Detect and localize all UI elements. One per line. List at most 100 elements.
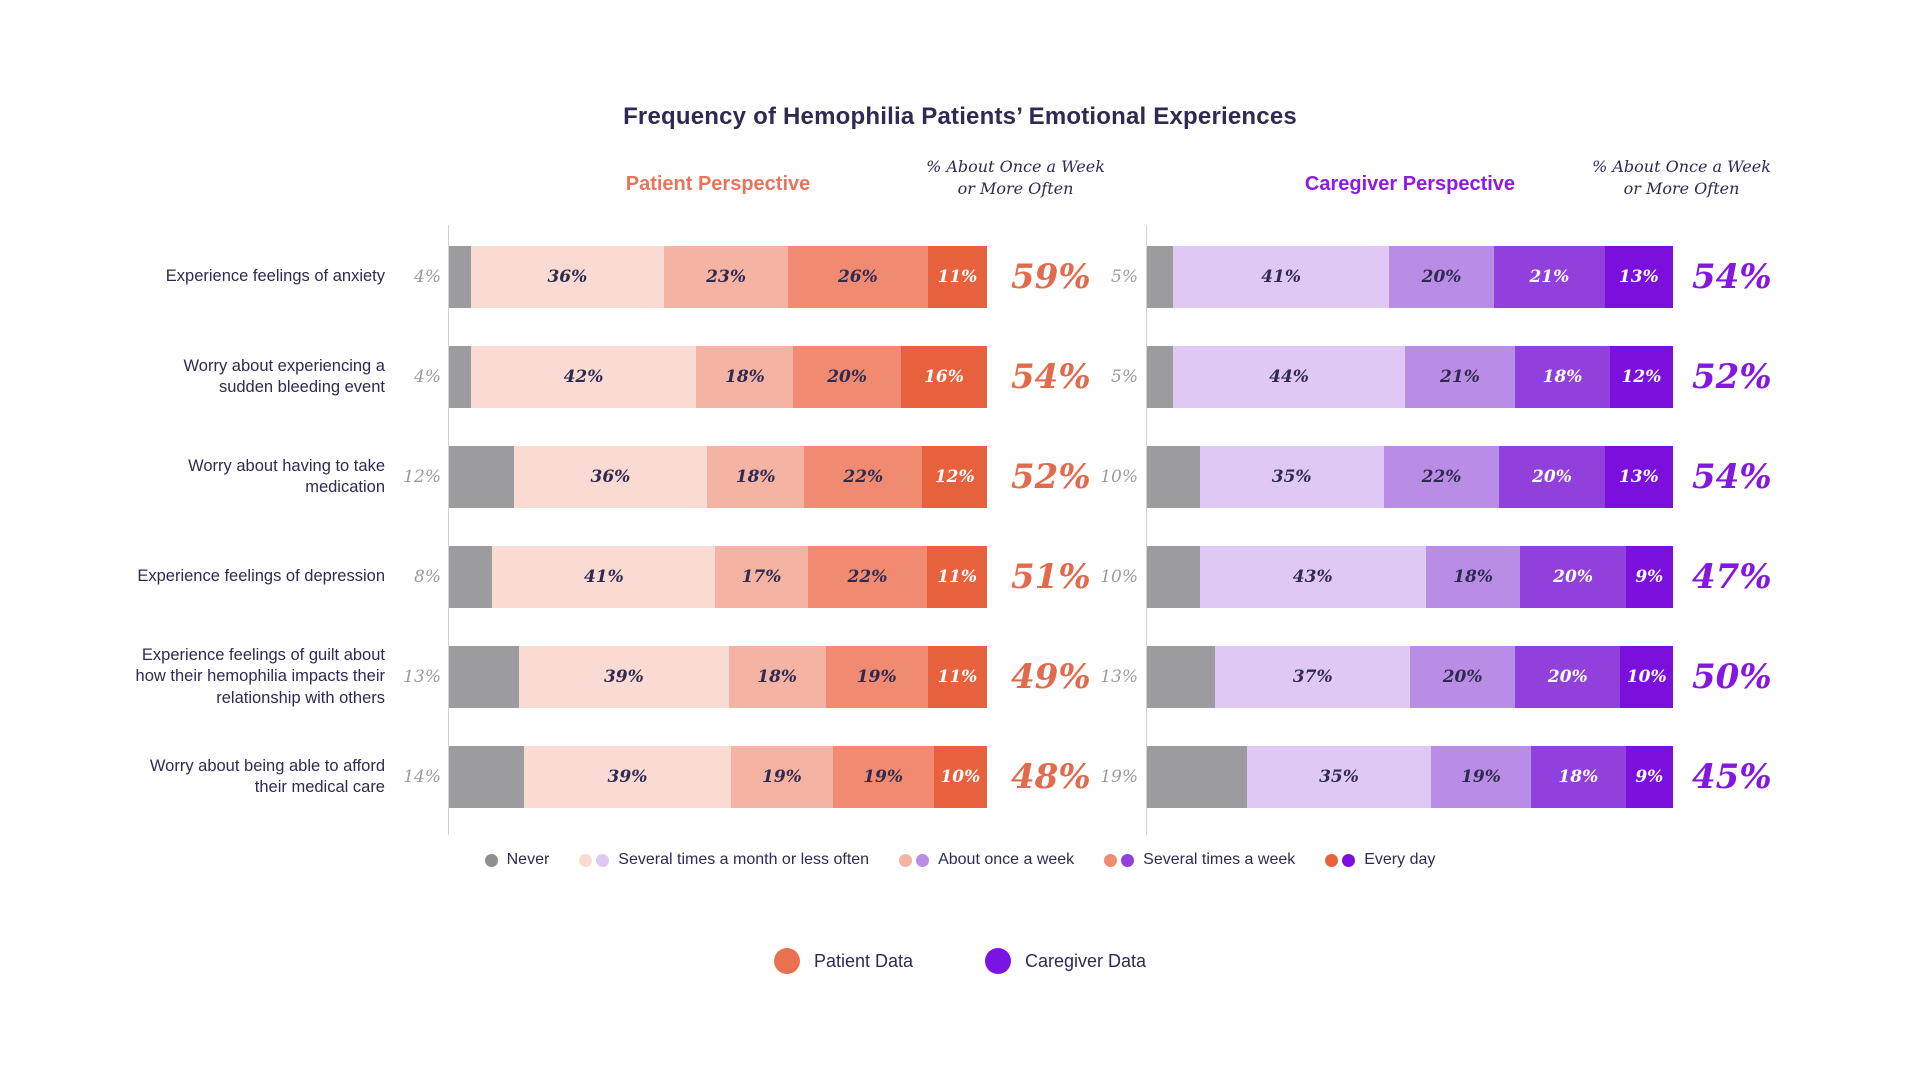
legend-item-every-day: Every day (1325, 851, 1435, 869)
patient-summary-percent: 51% (1011, 557, 1091, 597)
caregiver-strong-legend-dot-icon (1121, 853, 1135, 867)
legend-label: Never (506, 851, 550, 868)
legend-item-once-a-week: About once a week (899, 851, 1074, 869)
segment-value-label: 20% (1553, 567, 1593, 587)
segment-value-label: 22% (843, 467, 884, 487)
never-legend-dot-icon (484, 853, 498, 867)
table-row: Worry about experiencing a sudden bleedi… (0, 327, 1920, 427)
patient-segment-every-day: 10% (933, 746, 987, 808)
caregiver-summary-percent: 52% (1692, 357, 1772, 397)
segment-value-label: 21% (1529, 267, 1570, 287)
caregiver-bar: 35% 22% 20% 13% (1147, 446, 1673, 508)
patient-segment-every-day: 11% (927, 246, 987, 308)
patient-segment-several-a-week: 26% (787, 246, 928, 308)
caregiver-summary-percent: 45% (1692, 757, 1772, 797)
patient-segment-several-a-week: 22% (807, 546, 928, 608)
patient-bar: 39% 19% 19% 10% (449, 746, 987, 808)
caregiver-data-dot-icon (985, 948, 1011, 974)
patient-summary-percent: 48% (1011, 757, 1091, 797)
segment-value-label: 20% (827, 367, 868, 387)
segment-value-label: 17% (741, 567, 782, 587)
segment-value-label: 19% (863, 767, 904, 787)
segment-value-label: 19% (762, 767, 802, 787)
caregiver-summary-percent: 54% (1692, 457, 1772, 497)
segment-value-label: 44% (1269, 367, 1309, 387)
segment-value-label: 12% (1621, 367, 1662, 387)
patient-summary-percent: 54% (1011, 357, 1091, 397)
caregiver-segment-never (1147, 746, 1247, 808)
caregiver-segment-monthly-or-less: 35% (1199, 446, 1384, 508)
segment-value-label: 20% (1421, 267, 1462, 287)
segment-value-label: 19% (1461, 767, 1501, 787)
segment-value-label: 20% (1442, 667, 1483, 687)
patient-segment-every-day: 11% (927, 646, 987, 708)
patient-bar: 36% 18% 22% 12% (449, 446, 988, 508)
caregiver-summary-percent: 54% (1692, 257, 1772, 297)
patient-segment-never (449, 246, 471, 308)
caregiver-never-percent: 13% (1100, 667, 1138, 687)
table-row: Experience feelings of anxiety 4% 36% 23… (0, 227, 1920, 327)
caregiver-bar: 37% 20% 20% 10% (1147, 646, 1673, 708)
segment-value-label: 42% (563, 367, 604, 387)
segment-value-label: 21% (1440, 367, 1480, 387)
segment-value-label: 36% (590, 467, 631, 487)
segment-value-label: 36% (547, 267, 588, 287)
legend-item-monthly-or-less: Several times a month or less often (579, 851, 869, 869)
caregiver-light-legend-dot-icon (596, 853, 610, 867)
patient-bar: 39% 18% 19% 11% (449, 646, 987, 708)
caregiver-segment-every-day: 13% (1604, 246, 1673, 308)
segment-value-label: 20% (1532, 467, 1572, 487)
caregiver-segment-several-a-week: 20% (1499, 446, 1605, 508)
caregiver-segment-monthly-or-less: 44% (1173, 346, 1405, 408)
table-row: Experience feelings of depression 8% 41%… (0, 527, 1920, 627)
patient-segment-every-day: 16% (900, 346, 987, 408)
caregiver-segment-every-day: 12% (1609, 346, 1673, 408)
caregiver-segment-never (1147, 446, 1200, 508)
segment-value-label: 18% (1453, 567, 1494, 587)
segment-value-label: 9% (1635, 767, 1664, 787)
caregiver-segment-every-day: 13% (1604, 446, 1673, 508)
legend-label: Several times a week (1143, 851, 1296, 868)
segment-value-label: 13% (1618, 267, 1659, 287)
row-label: Experience feelings of depression (137, 567, 385, 586)
caregiver-segment-several-a-week: 18% (1530, 746, 1626, 808)
caregiver-dark-legend-dot-icon (1342, 853, 1356, 867)
caregiver-summary-note: % About Once a Week or More Often (1592, 157, 1771, 199)
caregiver-segment-never (1147, 646, 1216, 708)
caregiver-medium-legend-dot-icon (916, 853, 930, 867)
patient-segment-never (449, 546, 493, 608)
caregiver-panel-header: Caregiver Perspective (1304, 173, 1516, 195)
patient-segment-several-a-week: 22% (804, 446, 923, 508)
caregiver-segment-once-a-week: 22% (1383, 446, 1500, 508)
segment-value-label: 26% (837, 267, 878, 287)
caregiver-axis-line (1146, 225, 1147, 835)
legend-label: Every day (1364, 851, 1436, 868)
legend-label: Patient Data (813, 950, 913, 971)
caregiver-never-percent: 5% (1111, 367, 1138, 387)
patient-segment-never (449, 746, 524, 808)
segment-value-label: 13% (1618, 467, 1659, 487)
patient-segment-monthly-or-less: 36% (513, 446, 708, 508)
legend-label: Several times a month or less often (618, 851, 870, 868)
patient-never-percent: 14% (403, 767, 441, 787)
segment-value-label: 41% (1261, 267, 1302, 287)
caregiver-bar: 41% 20% 21% 13% (1147, 246, 1673, 308)
segment-value-label: 16% (924, 367, 964, 387)
legend-item-never: Never (484, 851, 550, 869)
caregiver-never-percent: 10% (1100, 467, 1138, 487)
caregiver-segment-never (1147, 246, 1174, 308)
caregiver-segment-every-day: 9% (1625, 746, 1673, 808)
patient-segment-once-a-week: 18% (707, 446, 805, 508)
row-label: Worry about experiencing a sudden bleedi… (183, 356, 385, 396)
table-row: Worry about being able to afford their m… (0, 727, 1920, 827)
patient-strong-legend-dot-icon (1104, 853, 1118, 867)
caregiver-segment-once-a-week: 19% (1431, 746, 1531, 808)
caregiver-segment-monthly-or-less: 35% (1246, 746, 1432, 808)
caregiver-bar: 35% 19% 18% 9% (1147, 746, 1673, 808)
legend-label: About once a week (938, 851, 1075, 868)
segment-value-label: 20% (1547, 667, 1588, 687)
segment-value-label: 39% (603, 667, 644, 687)
patient-dark-legend-dot-icon (1325, 853, 1339, 867)
patient-segment-once-a-week: 19% (731, 746, 833, 808)
segment-value-label: 18% (724, 367, 765, 387)
